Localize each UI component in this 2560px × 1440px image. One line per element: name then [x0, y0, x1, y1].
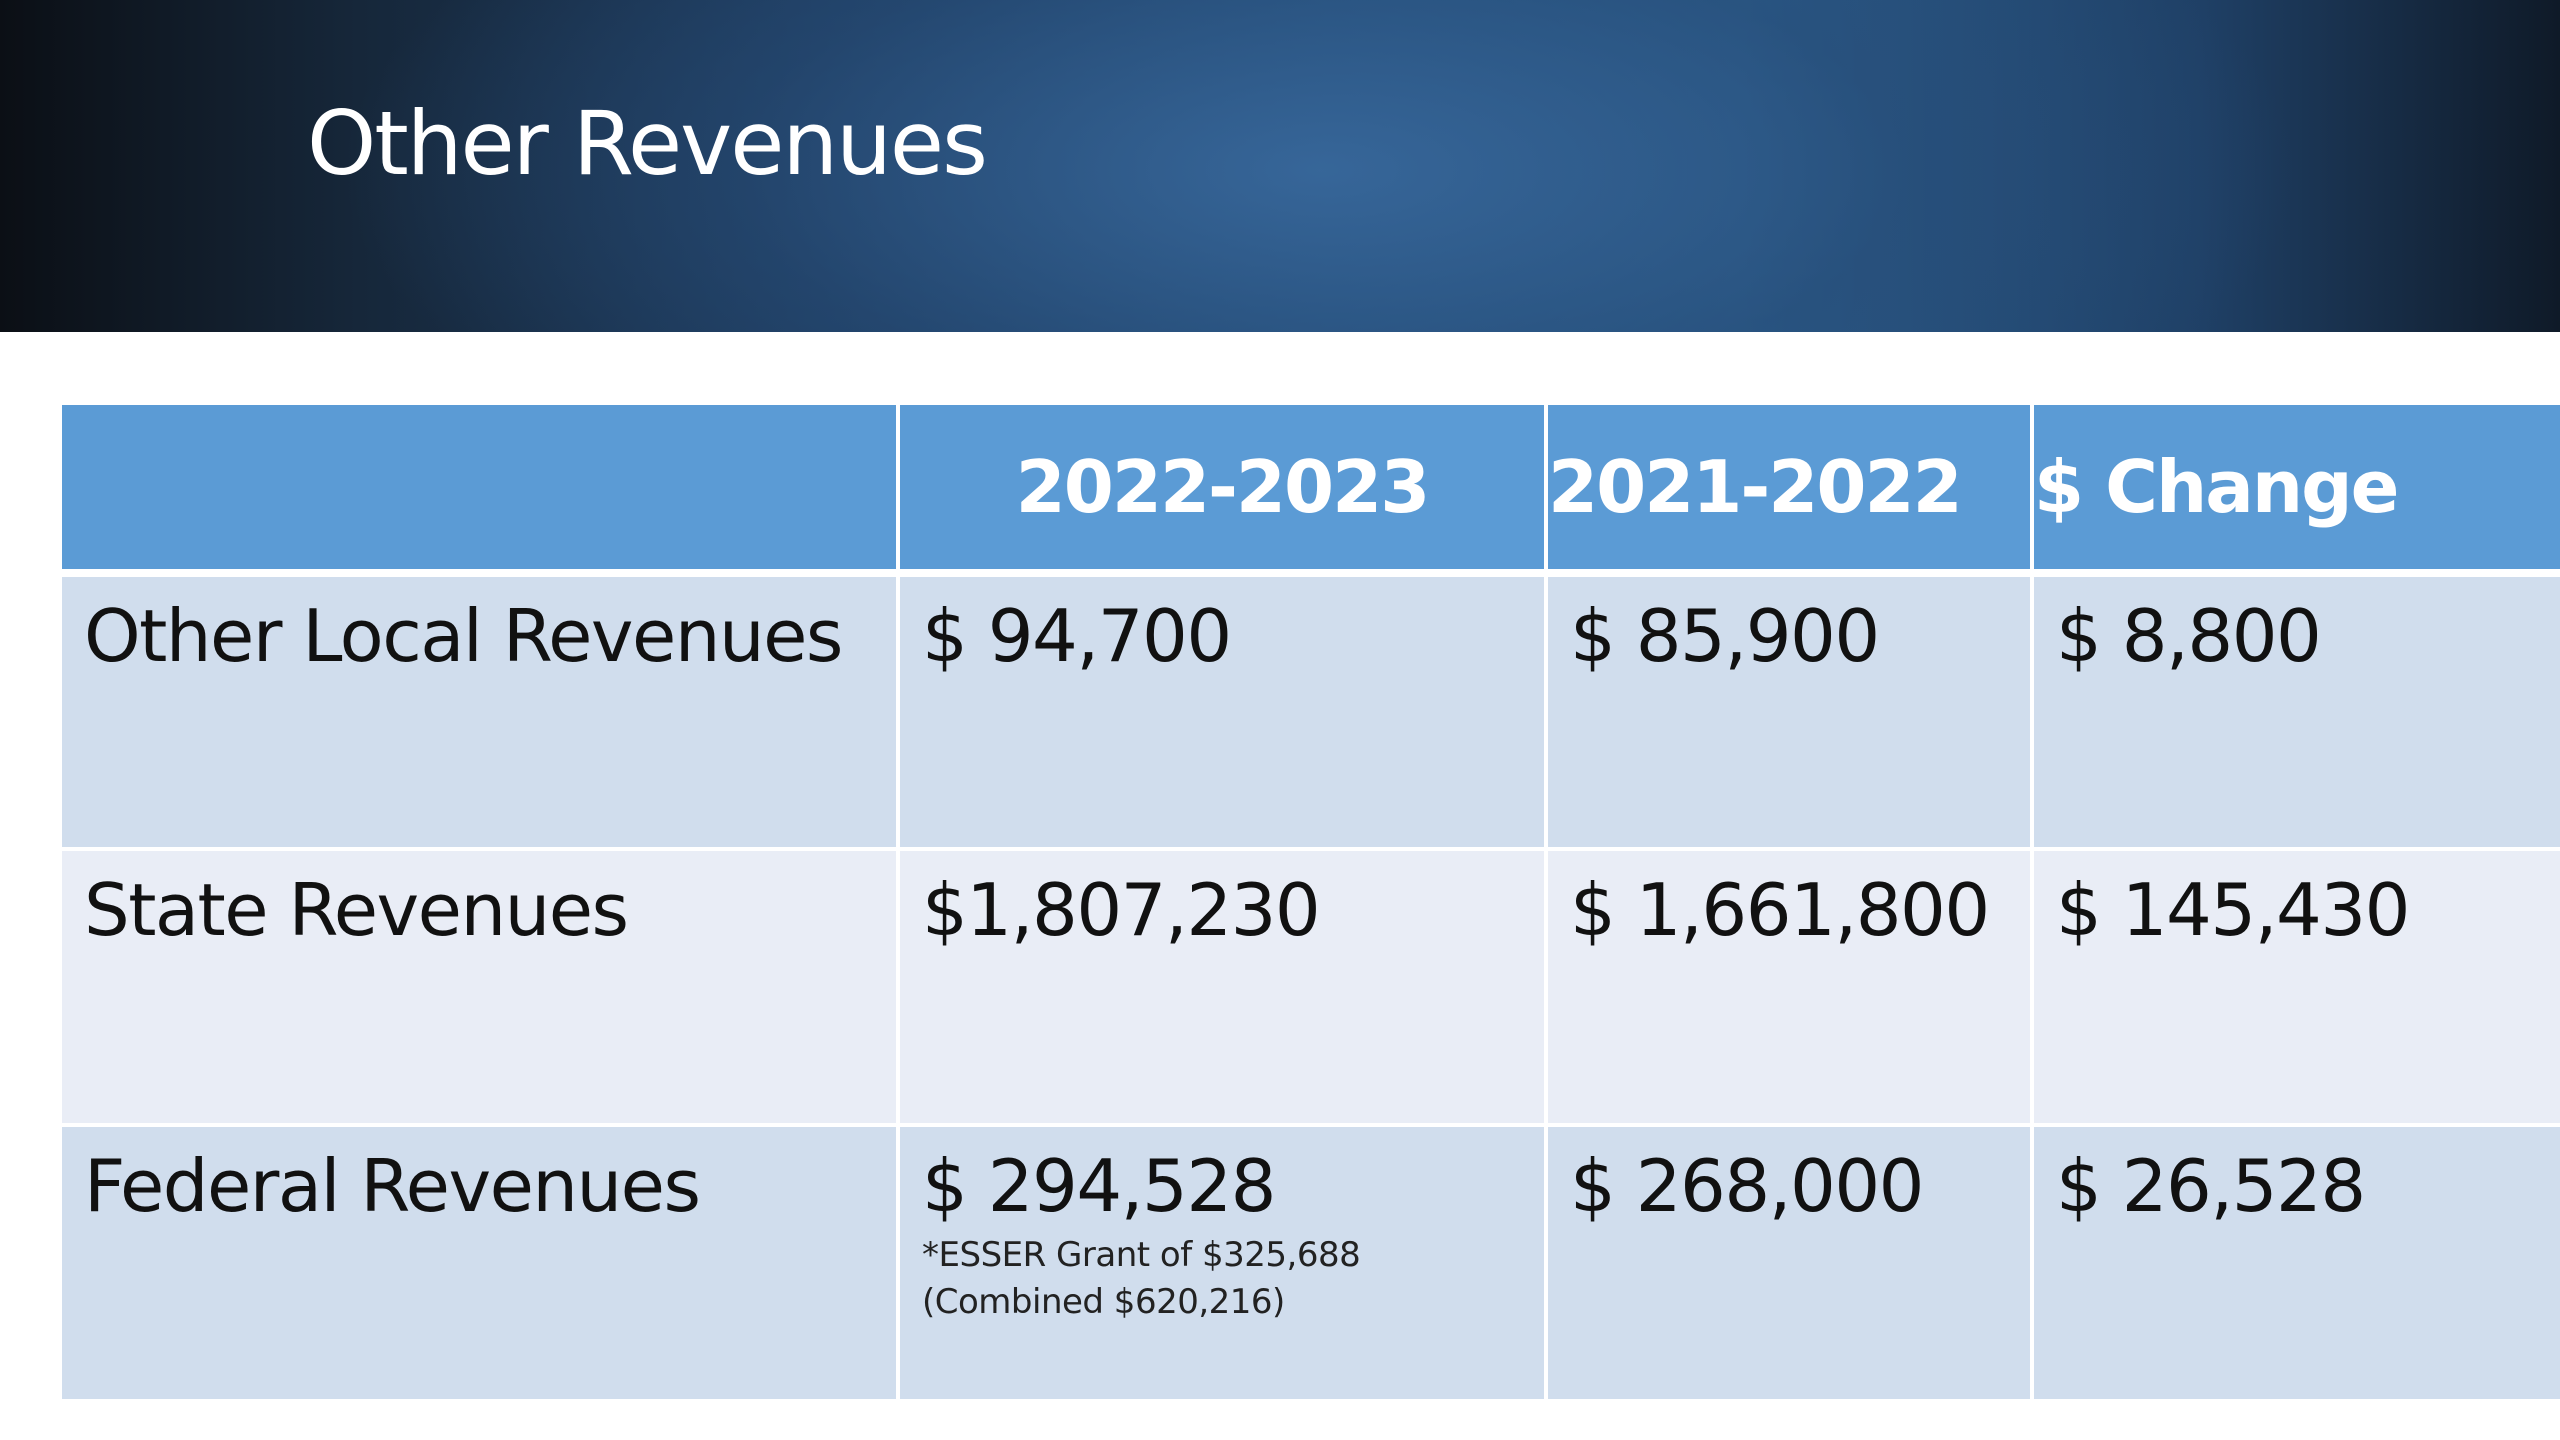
cell-2022-2023: $ 94,700 — [898, 573, 1548, 851]
title-band: Other Revenues — [0, 0, 2560, 332]
table-row: Other Local Revenues $ 94,700 $ 85,900 $… — [62, 573, 2560, 851]
slide-title: Other Revenues — [307, 92, 988, 195]
row-label-state: State Revenues — [62, 849, 900, 1127]
header-change: $ Change — [2032, 405, 2560, 577]
cell-2021-2022: $ 85,900 — [1546, 573, 2034, 851]
table-header-row: 2022-2023 2021-2022 $ Change — [62, 405, 2560, 577]
row-label-federal: Federal Revenues — [62, 1125, 900, 1403]
cell-change: $ 8,800 — [2032, 573, 2560, 851]
header-2021-2022: 2021-2022 — [1546, 405, 2034, 577]
revenue-table-container: 2022-2023 2021-2022 $ Change Other Local… — [62, 405, 2560, 1405]
header-2022-2023: 2022-2023 — [898, 405, 1548, 577]
cell-2021-2022: $ 1,661,800 — [1546, 849, 2034, 1127]
cell-change: $ 145,430 — [2032, 849, 2560, 1127]
esser-note-line1: *ESSER Grant of $325,688 — [922, 1234, 1361, 1275]
cell-value: $ 294,528 — [922, 1144, 1276, 1228]
row-label-other-local: Other Local Revenues — [62, 573, 900, 851]
table-row: State Revenues $1,807,230 $ 1,661,800 $ … — [62, 849, 2560, 1127]
esser-note: *ESSER Grant of $325,688 (Combined $620,… — [922, 1232, 1544, 1327]
table-row: Federal Revenues $ 294,528 *ESSER Grant … — [62, 1125, 2560, 1403]
header-empty — [62, 405, 900, 577]
cell-2021-2022: $ 268,000 — [1546, 1125, 2034, 1403]
cell-2022-2023: $1,807,230 — [898, 849, 1548, 1127]
cell-change: $ 26,528 — [2032, 1125, 2560, 1403]
revenue-table: 2022-2023 2021-2022 $ Change Other Local… — [62, 405, 2560, 1403]
cell-2022-2023-federal: $ 294,528 *ESSER Grant of $325,688 (Comb… — [898, 1125, 1548, 1403]
esser-note-line2: (Combined $620,216) — [922, 1282, 1285, 1323]
